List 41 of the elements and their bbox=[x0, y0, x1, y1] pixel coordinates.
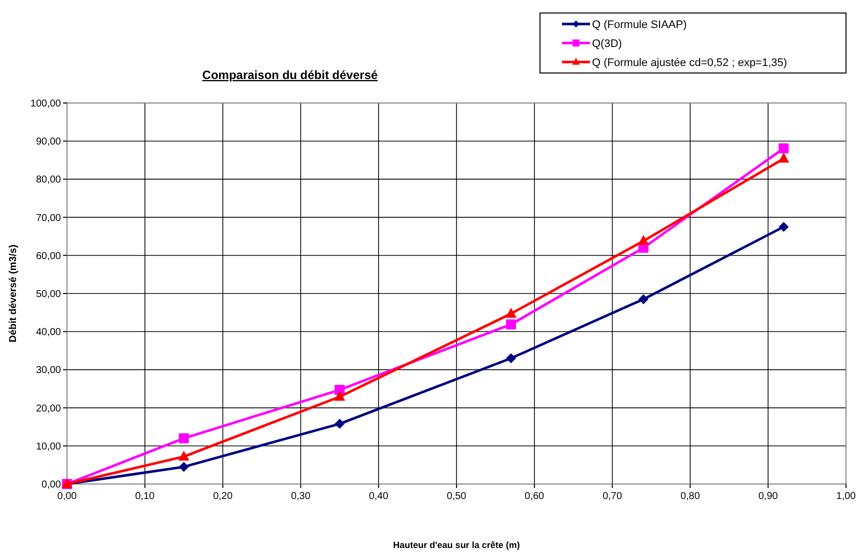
point bbox=[506, 353, 516, 364]
x-tick-label: 0,00 bbox=[57, 491, 78, 502]
x-axis-title: Hauteur d'eau sur la crête (m) bbox=[393, 540, 520, 550]
point bbox=[778, 222, 789, 232]
legend-label: Q(3D) bbox=[592, 38, 622, 50]
x-tick-label: 0,90 bbox=[758, 491, 778, 502]
x-tick-label: 0,50 bbox=[446, 491, 467, 502]
y-tick-label: 0,00 bbox=[42, 480, 62, 490]
x-tick-label: 1,00 bbox=[836, 491, 856, 502]
y-tick-label: 30,00 bbox=[36, 365, 62, 376]
point bbox=[334, 390, 346, 401]
point bbox=[178, 462, 189, 472]
y-tick-label: 80,00 bbox=[36, 174, 62, 186]
point bbox=[778, 152, 790, 163]
x-tick-label: 0,60 bbox=[524, 491, 545, 502]
point bbox=[506, 308, 517, 318]
y-tick-label: 10,00 bbox=[36, 441, 62, 452]
point bbox=[778, 143, 789, 154]
x-tick-label: 0,70 bbox=[602, 491, 622, 502]
legend-label: Q (Formule SIAAP) bbox=[592, 19, 687, 31]
point bbox=[334, 418, 345, 429]
y-axis-title: Débit déversé (m3/s) bbox=[8, 244, 19, 342]
legend-label: Q (Formule ajustée cd=0,52 ; exp=1,35) bbox=[592, 57, 788, 69]
y-tick-label: 50,00 bbox=[36, 289, 62, 300]
point bbox=[178, 433, 189, 444]
x-tick-label: 0,80 bbox=[680, 491, 700, 502]
y-tick-label: 90,00 bbox=[36, 136, 62, 148]
point bbox=[638, 234, 649, 245]
y-tick-label: 70,00 bbox=[36, 212, 62, 224]
point bbox=[178, 450, 190, 461]
chart-title: Comparaison du débit déversé bbox=[202, 68, 378, 82]
x-tick-label: 0,20 bbox=[213, 491, 233, 502]
x-tick-label: 0,10 bbox=[135, 491, 156, 502]
point bbox=[638, 294, 648, 304]
y-tick-label: 100,00 bbox=[30, 98, 62, 110]
y-tick-label: 60,00 bbox=[36, 250, 62, 262]
x-tick-label: 0,30 bbox=[290, 491, 311, 502]
point bbox=[506, 319, 516, 330]
x-tick-label: 0,40 bbox=[368, 491, 389, 502]
y-tick-label: 20,00 bbox=[36, 403, 62, 414]
y-tick-label: 40,00 bbox=[36, 327, 62, 338]
